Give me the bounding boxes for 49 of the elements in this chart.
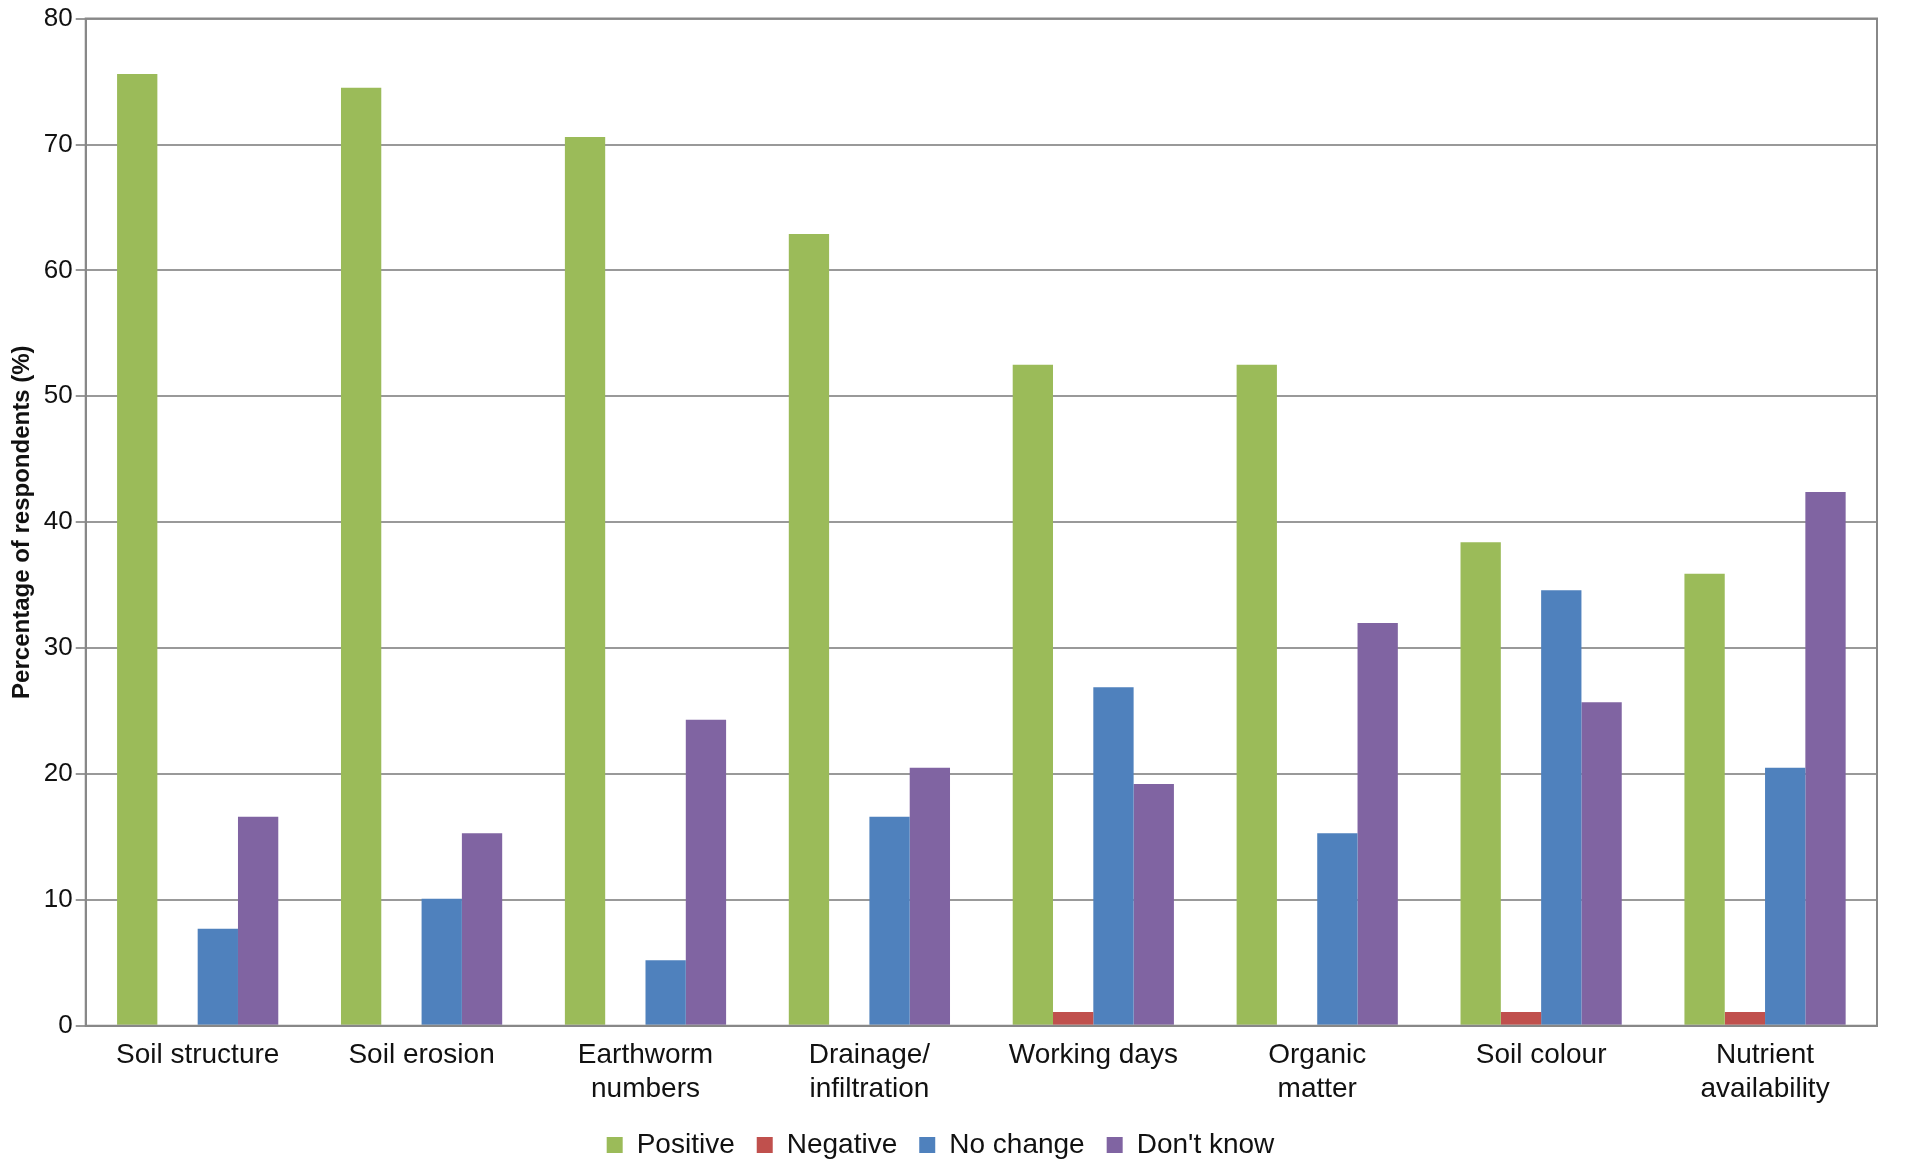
legend-label: Don't know	[1136, 1127, 1276, 1159]
x-tick-label: Organic matter	[1268, 1038, 1367, 1103]
y-tick-label: 20	[43, 757, 73, 788]
y-tick-label: 60	[43, 253, 73, 284]
y-tick-label: 0	[58, 1008, 73, 1039]
bar	[645, 960, 686, 1025]
bar	[1133, 784, 1174, 1025]
bar	[1541, 590, 1582, 1025]
y-tick-label: 70	[43, 127, 73, 158]
y-tick-label: 30	[43, 631, 73, 662]
bar	[340, 87, 382, 1025]
y-tick-label: 40	[43, 505, 73, 536]
x-tick-label: Nutrient availability	[1700, 1038, 1830, 1103]
y-tick-label: 50	[43, 379, 73, 410]
legend-label: Negative	[786, 1127, 898, 1159]
bar	[1053, 1011, 1094, 1025]
bar	[685, 719, 727, 1025]
bar	[1317, 833, 1358, 1025]
y-tick-label: 80	[43, 1, 73, 32]
bar	[1805, 491, 1846, 1025]
bar	[1093, 687, 1134, 1025]
legend-label: Positive	[636, 1127, 735, 1159]
bar	[117, 74, 158, 1025]
x-tick-label: Earthworm numbers	[577, 1038, 714, 1103]
x-tick-label: Soil structure	[115, 1038, 280, 1070]
bar	[909, 767, 951, 1025]
y-tick-label: 10	[43, 883, 73, 914]
bar	[1724, 1011, 1766, 1025]
bar	[237, 816, 279, 1025]
bar	[1460, 542, 1501, 1025]
bar	[1500, 1011, 1542, 1025]
bar	[788, 233, 830, 1025]
bar	[1765, 767, 1806, 1025]
bar	[1581, 702, 1622, 1025]
bar	[197, 928, 238, 1025]
bar	[869, 816, 910, 1025]
bar	[1236, 364, 1277, 1025]
bar	[1684, 573, 1725, 1025]
legend-label: No change	[949, 1127, 1085, 1159]
y-axis-title: Percentage of respondents (%)	[7, 345, 35, 699]
bar	[1012, 364, 1054, 1025]
bar	[461, 833, 503, 1025]
bar	[421, 898, 462, 1025]
x-tick-label: Working days	[1008, 1038, 1178, 1070]
x-tick-label: Soil erosion	[348, 1038, 495, 1070]
bar	[1357, 622, 1398, 1025]
x-tick-label: Drainage/ infiltration	[808, 1038, 931, 1103]
x-tick-label: Soil colour	[1475, 1038, 1607, 1070]
bar	[564, 136, 606, 1025]
